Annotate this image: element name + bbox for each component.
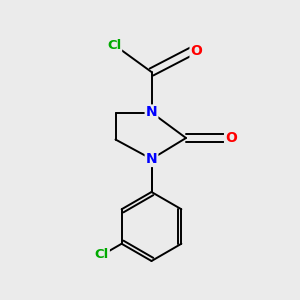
Text: O: O [190, 44, 202, 58]
Text: N: N [146, 106, 157, 119]
Text: Cl: Cl [107, 39, 121, 52]
Text: Cl: Cl [94, 248, 109, 262]
Text: N: N [146, 152, 157, 166]
Text: O: O [225, 131, 237, 145]
